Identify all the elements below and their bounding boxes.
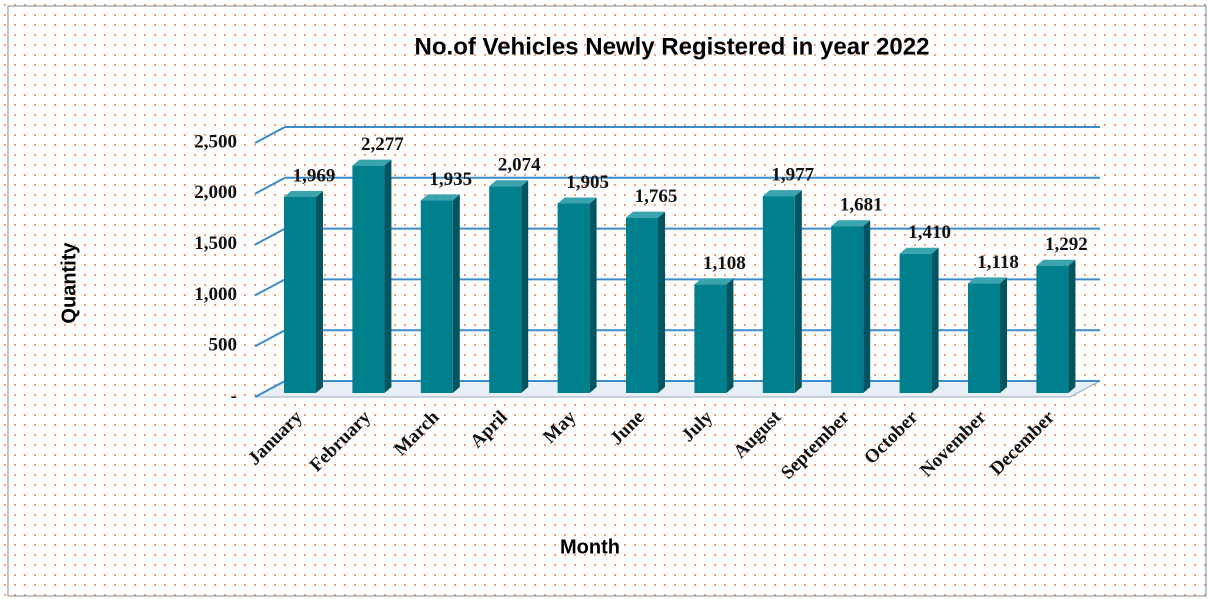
x-tick-label: November: [916, 406, 991, 481]
y-tick-label: 1,000: [194, 284, 237, 305]
bar: [968, 283, 1000, 393]
bar-top: [694, 278, 734, 285]
bar-top: [831, 220, 871, 227]
chart-title: No.of Vehicles Newly Registered in year …: [415, 33, 930, 60]
bar: [831, 226, 864, 393]
bar-top: [968, 277, 1007, 284]
grid-line: [254, 278, 286, 297]
x-tick-label: March: [390, 406, 444, 460]
grid-line: [254, 329, 286, 348]
y-tick-label: 500: [209, 335, 238, 356]
data-label: 1,681: [840, 195, 883, 216]
bar-side: [316, 190, 323, 393]
bar-top: [557, 197, 597, 204]
bar: [489, 186, 522, 393]
x-tick-label: February: [306, 406, 376, 476]
bar-top: [489, 180, 529, 187]
bar-side: [1000, 277, 1007, 393]
bar: [352, 165, 385, 393]
data-label: 1,292: [1045, 234, 1088, 255]
bar: [694, 284, 727, 393]
x-tick-label: August: [730, 406, 786, 462]
bar-top: [1036, 259, 1076, 266]
bar: [1036, 265, 1069, 393]
grid-line: [254, 380, 286, 398]
grid-line: [254, 126, 286, 144]
bar-side: [452, 194, 460, 393]
data-label: 1,977: [771, 164, 814, 185]
x-tick-label: January: [244, 406, 307, 469]
bar: [420, 200, 453, 393]
x-tick-label: October: [860, 406, 922, 468]
bar-side: [794, 190, 802, 393]
data-label: 2,074: [498, 155, 541, 176]
y-tick-label: -: [231, 385, 237, 406]
bar-side: [726, 278, 734, 393]
x-tick-label: May: [539, 406, 580, 447]
x-tick-label: June: [606, 407, 648, 449]
bar-top: [352, 159, 392, 166]
bar-side: [589, 197, 597, 393]
y-tick-label: 2,500: [194, 131, 237, 152]
x-tick-label: December: [986, 406, 1059, 479]
data-label: 1,108: [703, 253, 746, 274]
bar-side: [1068, 259, 1076, 393]
bar-top: [899, 247, 939, 254]
data-label: 1,765: [635, 186, 678, 207]
grid-line: [254, 176, 286, 195]
bar-top: [284, 190, 323, 197]
data-label: 1,118: [977, 252, 1019, 273]
x-tick-label: April: [466, 407, 511, 452]
data-label: 1,969: [293, 165, 336, 186]
x-tick-label: July: [678, 406, 718, 446]
x-tick-label: September: [777, 406, 854, 483]
y-tick-label: 1,500: [194, 233, 237, 254]
bar: [899, 253, 932, 393]
bar-side: [658, 211, 665, 393]
data-label: 1,410: [908, 222, 951, 243]
y-axis-label: Quantity: [58, 242, 80, 324]
bar-side: [384, 159, 392, 393]
chart-border: [7, 5, 1207, 597]
bar-top: [626, 211, 665, 218]
bar: [557, 203, 590, 393]
data-label: 2,277: [361, 134, 404, 155]
bar-top: [420, 194, 460, 201]
bar: [626, 217, 658, 393]
bar: [762, 196, 795, 393]
bar-top: [762, 190, 802, 197]
bar: [284, 196, 316, 393]
bar-side: [863, 220, 871, 393]
x-axis-label: Month: [560, 536, 620, 558]
y-tick-label: 2,000: [194, 182, 237, 203]
grid-line: [254, 227, 286, 246]
bar-side: [521, 180, 529, 393]
data-label: 1,935: [429, 169, 472, 190]
bar-side: [931, 247, 939, 393]
data-label: 1,905: [566, 172, 609, 193]
